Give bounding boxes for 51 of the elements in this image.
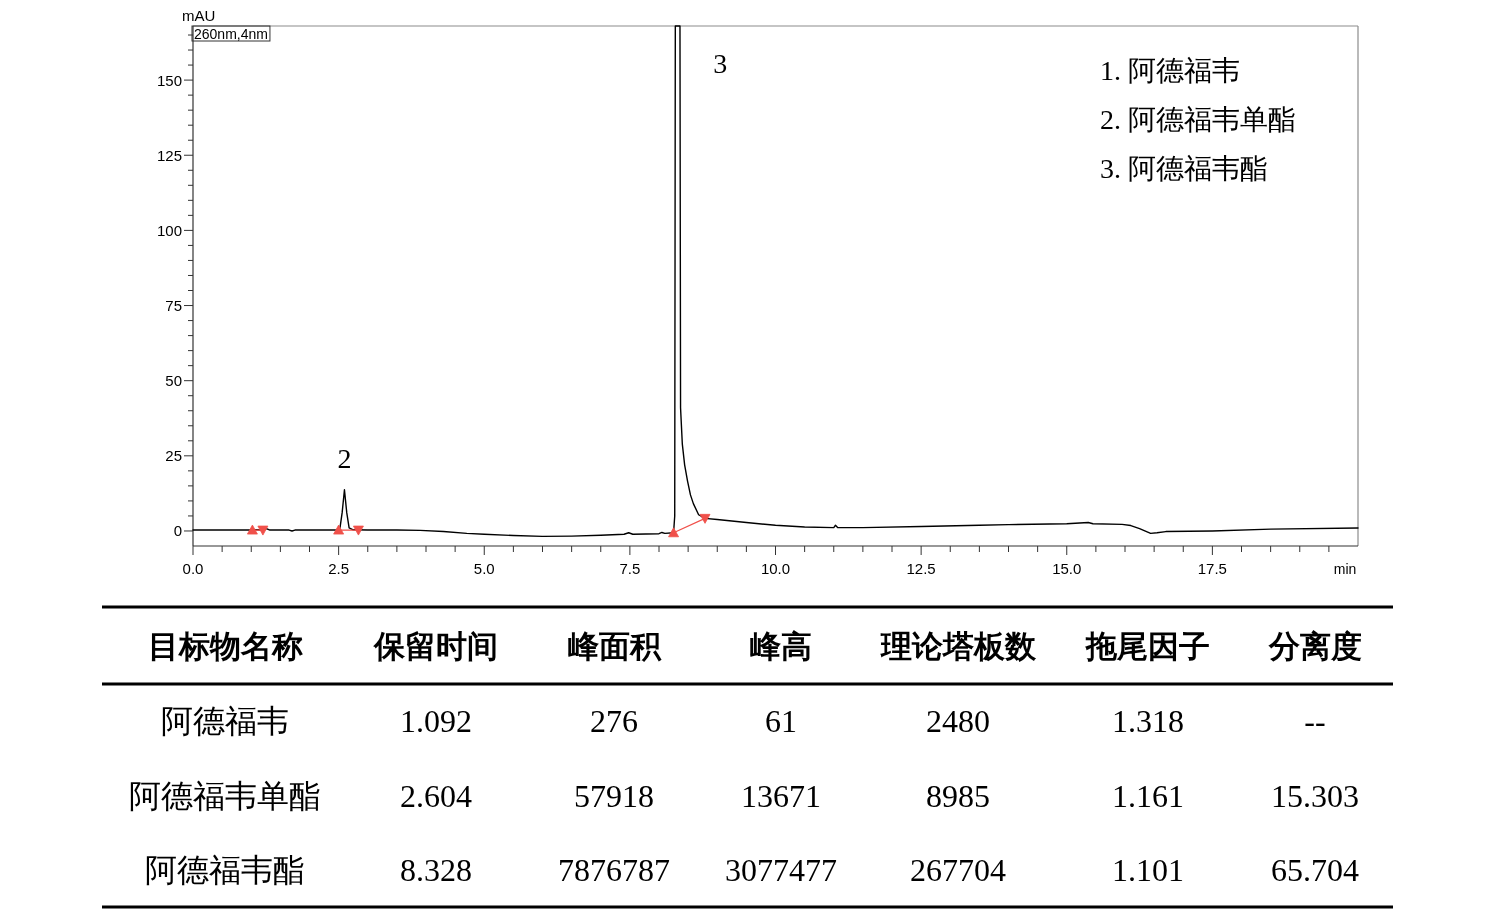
annotation: 3 [713,48,728,79]
category-label: 峰面积 [567,628,662,664]
data-label: 3077477 [725,851,837,888]
y-tick-label: 150 [156,71,182,89]
data-label: 61 [765,703,797,740]
x-tick-label: 2.5 [328,560,350,577]
data-label: 267704 [910,851,1006,888]
data-label: -- [1304,703,1326,740]
data-label: 7876787 [558,851,670,888]
category-label: 分离度 [1267,628,1362,664]
annotation: 3. 阿德福韦酯 [1100,153,1268,184]
x-tick-label: 15.0 [1052,560,1082,577]
x-tick-label: 5.0 [473,560,495,577]
text: 阿德福韦单酯 [129,777,321,814]
text: 阿德福韦 [161,703,289,740]
x-tick-label: 7.5 [619,560,641,577]
data-label: 1.092 [400,703,472,740]
y-tick-label: 50 [165,372,182,390]
y-tick-label: 75 [165,297,182,315]
x-tick-label: 17.5 [1197,560,1227,577]
category-label: 拖尾因子 [1085,628,1210,664]
annotation: 2 [337,442,352,474]
data-label: 1.161 [1112,777,1184,814]
data-label: 1.101 [1112,851,1184,888]
text: 阿德福韦酯 [145,851,305,888]
y-tick-label: 0 [173,522,182,540]
category-label: 理论塔板数 [879,628,1037,664]
data-label: 2.604 [400,777,472,814]
x-axis-title: min [1333,561,1357,577]
legend-title: 目标物名称 [147,628,303,664]
data-label: 57918 [574,777,654,814]
x-tick-label: 0.0 [182,560,204,577]
category-label: 保留时间 [373,628,498,664]
data-label: 8985 [926,777,990,814]
annotation: 260nm,4nm [194,26,268,42]
y-tick-label: 125 [156,146,182,164]
data-label: 13671 [741,777,821,814]
data-label: 8.328 [400,851,472,888]
data-label: 65.704 [1271,851,1359,888]
y-tick-label: 100 [156,221,182,239]
data-label: 1.318 [1112,703,1184,740]
data-label: 15.303 [1271,777,1359,814]
annotation: 1. 阿德福韦 [1100,55,1240,86]
category-label: 峰高 [750,628,812,664]
data-label: 2480 [926,703,990,740]
y-tick-label: 25 [165,447,182,465]
x-tick-label: 12.5 [906,560,936,577]
annotation: 2. 阿德福韦单酯 [1100,104,1296,135]
y-axis-title: mAU [182,7,216,24]
data-label: 276 [590,703,638,740]
x-tick-label: 10.0 [760,560,791,577]
